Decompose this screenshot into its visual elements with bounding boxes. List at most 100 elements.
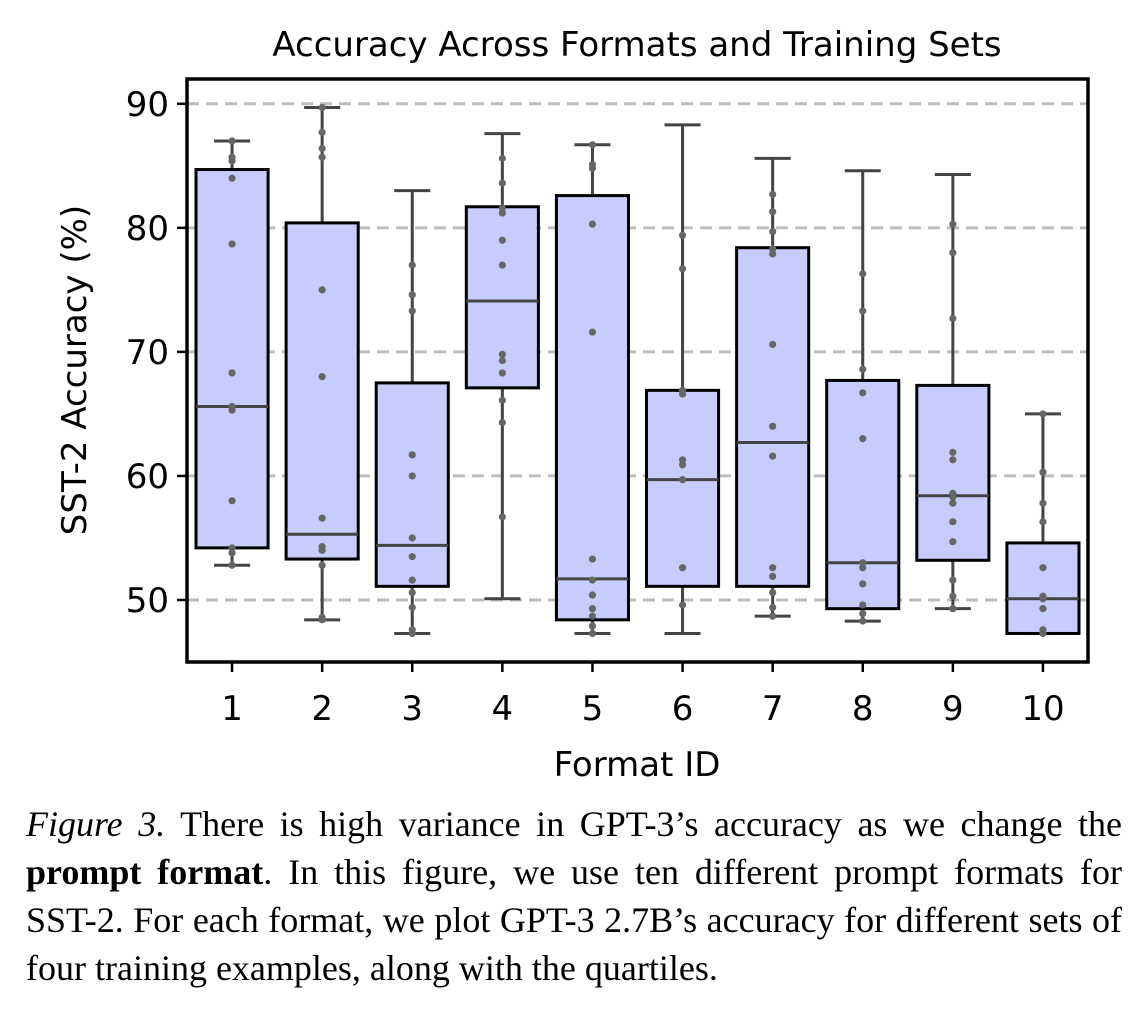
iqr-box: [645, 388, 721, 588]
x-tick-label-2: 2: [311, 689, 333, 729]
data-point: [678, 601, 687, 609]
y-tick-label-60: 60: [126, 457, 169, 497]
x-tick-label-3: 3: [401, 689, 423, 729]
data-point: [769, 588, 777, 597]
y-tick-label-90: 90: [126, 85, 169, 125]
data-point: [769, 422, 777, 430]
iqr-box: [194, 168, 270, 550]
data-point: [588, 141, 597, 149]
data-point: [859, 389, 867, 397]
box-format-4: [464, 132, 540, 601]
data-point: [498, 356, 506, 365]
x-tick-label-9: 9: [942, 689, 964, 729]
data-point: [228, 369, 236, 377]
data-point: [408, 588, 416, 597]
data-point: [498, 418, 506, 427]
box-plot-chart: Accuracy Across Formats and Training Set…: [55, 25, 1090, 785]
data-point: [498, 369, 506, 377]
data-point: [949, 456, 957, 464]
chart-title: Accuracy Across Formats and Training Set…: [272, 25, 1001, 65]
data-point: [408, 552, 416, 561]
data-point: [588, 612, 597, 620]
data-point: [769, 250, 777, 258]
data-point: [859, 435, 867, 443]
data-point: [769, 227, 777, 236]
data-point: [318, 103, 326, 112]
data-point: [769, 564, 777, 572]
data-point: [949, 605, 957, 613]
data-point: [769, 245, 777, 253]
data-point: [408, 261, 416, 269]
box-format-2: [284, 103, 360, 624]
data-point: [408, 307, 416, 315]
data-point: [318, 561, 326, 569]
data-point: [408, 534, 416, 542]
data-point: [228, 402, 236, 411]
data-point: [228, 137, 236, 145]
data-point: [318, 144, 326, 153]
y-tick-label-80: 80: [126, 209, 169, 249]
data-point: [228, 153, 236, 161]
data-point: [678, 265, 687, 273]
data-point: [498, 209, 506, 217]
data-point: [318, 613, 326, 621]
data-point: [498, 204, 506, 212]
data-point: [769, 603, 777, 612]
caption-text-start: There is high variance in GPT-3’s accura…: [165, 804, 1122, 844]
data-point: [408, 451, 416, 459]
box-plot-series: [194, 103, 1081, 638]
x-tick-label-6: 6: [672, 689, 694, 729]
data-point: [408, 603, 416, 612]
data-point: [949, 220, 957, 228]
data-point: [859, 601, 867, 609]
data-point: [228, 544, 236, 552]
box-format-1: [194, 137, 270, 569]
iqr-box: [915, 383, 991, 562]
data-point: [949, 592, 957, 600]
data-point: [859, 617, 867, 625]
data-point: [859, 365, 867, 373]
data-point: [318, 543, 326, 551]
data-point: [949, 448, 957, 456]
x-tick-label-1: 1: [221, 689, 243, 729]
data-point: [588, 622, 597, 630]
data-point: [949, 499, 957, 507]
x-tick-label-5: 5: [582, 689, 604, 729]
data-point: [228, 174, 236, 182]
data-point: [949, 518, 957, 526]
data-point: [588, 629, 597, 638]
box-format-3: [374, 189, 450, 638]
plot-frame: [185, 77, 1090, 664]
data-point: [318, 128, 326, 136]
data-point: [228, 240, 236, 248]
data-point: [408, 291, 416, 299]
data-point: [498, 154, 506, 162]
iqr-box: [374, 381, 450, 588]
iqr-box: [735, 246, 811, 588]
data-point: [859, 307, 867, 315]
data-point: [859, 270, 867, 278]
data-point: [588, 591, 597, 599]
data-point: [318, 153, 326, 161]
data-point: [1039, 564, 1047, 572]
iqr-box: [284, 221, 360, 561]
data-point: [769, 572, 777, 581]
x-tick-label-8: 8: [852, 689, 874, 729]
data-point: [498, 350, 506, 358]
data-point: [588, 605, 597, 613]
data-point: [949, 314, 957, 323]
data-point: [859, 610, 867, 618]
data-point: [498, 236, 506, 244]
y-axis-label: SST-2 Accuracy (%): [55, 205, 95, 535]
data-point: [408, 472, 416, 480]
data-point: [949, 538, 957, 546]
data-point: [228, 561, 236, 569]
caption-bold-term: prompt format: [26, 852, 264, 892]
data-point: [1039, 626, 1047, 634]
data-point: [588, 555, 597, 563]
box-format-6: [645, 123, 721, 635]
box-format-7: [735, 156, 811, 620]
data-point: [859, 559, 867, 567]
box-format-9: [915, 173, 991, 613]
x-tick-label-10: 10: [1021, 689, 1064, 729]
